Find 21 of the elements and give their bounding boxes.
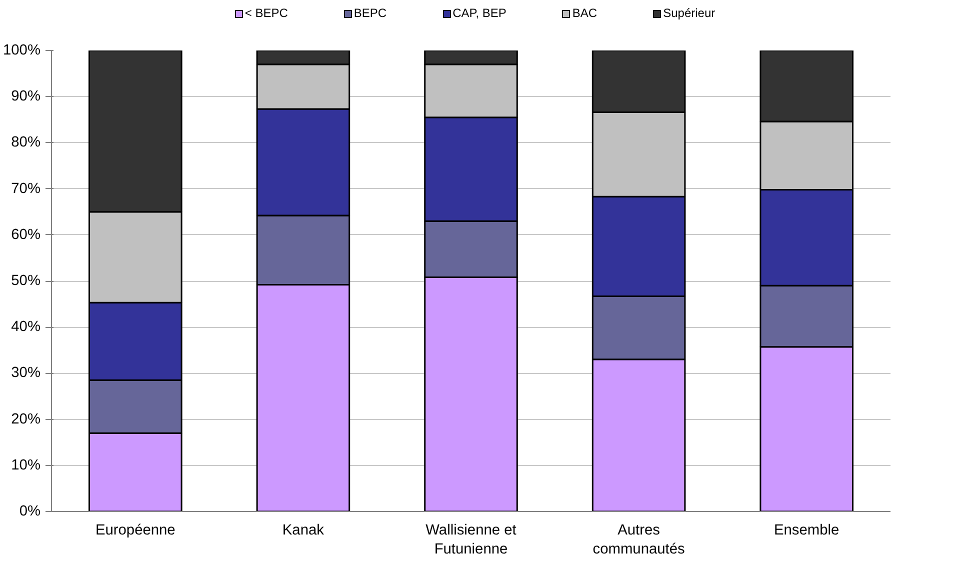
y-tick-label: 100%	[3, 42, 41, 58]
y-tick-label: 60%	[11, 226, 41, 243]
y-tick-label: 70%	[11, 180, 41, 197]
legend-label: < BEPC	[244, 5, 288, 22]
x-tick-label: Kanak	[282, 522, 325, 538]
y-tick-label: 20%	[11, 411, 41, 428]
x-tick-label: Autres communautés	[592, 522, 685, 558]
legend-label: Supérieur	[662, 5, 716, 22]
y-tick-label: 50%	[11, 273, 41, 289]
y-tick-label: 30%	[11, 365, 41, 382]
legend-label: CAP, BEP	[452, 5, 506, 22]
legend-label: BEPC	[352, 5, 387, 22]
x-tick-label: Ensemble	[774, 522, 840, 538]
y-tick-label: 10%	[11, 457, 41, 474]
y-tick-label: 80%	[11, 134, 41, 151]
y-tick-label: 0%	[19, 504, 41, 520]
y-tick-label: 90%	[11, 88, 41, 105]
y-tick-label: 40%	[11, 319, 41, 336]
x-tick-label: Européenne	[95, 522, 176, 538]
legend-label: BAC	[571, 5, 598, 22]
x-tick-label: Wallisienne et Futunienne	[426, 522, 516, 558]
